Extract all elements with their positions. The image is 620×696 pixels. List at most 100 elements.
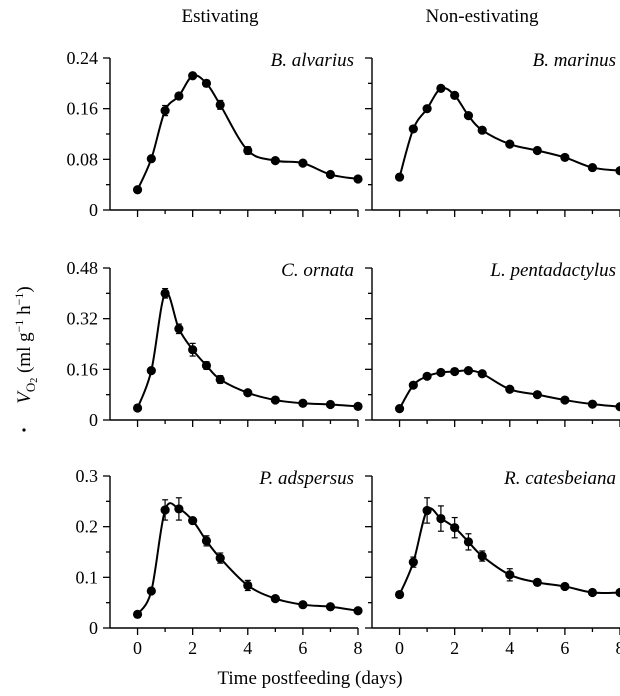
data-point-b-alvarius bbox=[132, 185, 143, 195]
data-point-c-ornata bbox=[298, 398, 308, 408]
data-point-b-alvarius bbox=[243, 145, 253, 156]
data-point-r-catesbeiana bbox=[560, 581, 570, 592]
data-point-b-alvarius bbox=[298, 158, 308, 168]
data-point-r-catesbeiana bbox=[463, 537, 474, 547]
data-point-l-pentadactylus bbox=[532, 390, 542, 400]
data-point-r-catesbeiana bbox=[450, 523, 460, 533]
y-tick-label: 0 bbox=[89, 200, 98, 220]
data-point-b-alvarius bbox=[160, 105, 170, 116]
data-point-r-catesbeiana bbox=[408, 557, 418, 567]
data-point-p-adspersus bbox=[201, 536, 212, 546]
data-point-b-marinus bbox=[422, 104, 432, 114]
data-point-c-ornata bbox=[325, 399, 336, 410]
data-point-p-adspersus bbox=[132, 609, 143, 619]
y-axis-label: VO2 (ml g−1 h−1) bbox=[12, 286, 40, 404]
y-tick-label: 0.24 bbox=[67, 48, 99, 68]
x-tick-label: 4 bbox=[243, 638, 252, 658]
data-point-c-ornata bbox=[201, 360, 212, 371]
data-point-r-catesbeiana bbox=[422, 505, 432, 516]
data-point-r-catesbeiana bbox=[615, 587, 620, 598]
y-tick-label: 0 bbox=[89, 618, 98, 638]
panel-title-r-catesbeiana: R. catesbeiana bbox=[503, 468, 616, 489]
data-point-p-adspersus bbox=[353, 606, 363, 616]
x-tick-label: 2 bbox=[188, 638, 197, 658]
vo2-dot-icon bbox=[22, 428, 26, 432]
y-tick-label: 0.2 bbox=[76, 517, 99, 537]
panel-title-l-pentadactylus: L. pentadactylus bbox=[489, 260, 616, 281]
x-tick-label: 2 bbox=[450, 638, 459, 658]
data-point-p-adspersus bbox=[270, 594, 280, 604]
y-tick-label: 0 bbox=[89, 410, 98, 430]
data-point-p-adspersus bbox=[243, 580, 253, 591]
panel-title-p-adspersus: P. adspersus bbox=[258, 468, 354, 489]
x-tick-label: 0 bbox=[395, 638, 404, 658]
panel-title-b-alvarius: B. alvarius bbox=[271, 50, 354, 71]
x-tick-label: 4 bbox=[505, 638, 514, 658]
data-point-l-pentadactylus bbox=[463, 366, 474, 376]
data-point-r-catesbeiana bbox=[394, 589, 405, 600]
data-point-b-marinus bbox=[587, 162, 598, 173]
data-point-r-catesbeiana bbox=[436, 513, 446, 524]
data-point-l-pentadactylus bbox=[408, 380, 418, 390]
data-point-b-alvarius bbox=[353, 174, 363, 184]
data-point-l-pentadactylus bbox=[560, 395, 570, 405]
data-point-b-marinus bbox=[394, 172, 405, 182]
data-point-c-ornata bbox=[188, 345, 198, 355]
series-line-r-catesbeiana bbox=[398, 507, 620, 595]
data-point-c-ornata bbox=[353, 401, 363, 411]
data-point-p-adspersus bbox=[325, 602, 336, 612]
data-point-b-alvarius bbox=[270, 156, 280, 166]
data-point-b-marinus bbox=[436, 83, 446, 93]
x-tick-label: 8 bbox=[616, 638, 620, 658]
y-tick-label: 0.16 bbox=[67, 99, 99, 119]
data-point-r-catesbeiana bbox=[477, 551, 487, 561]
data-point-c-ornata bbox=[215, 374, 225, 385]
y-tick-label: 0.08 bbox=[67, 149, 99, 169]
data-point-l-pentadactylus bbox=[422, 371, 432, 381]
data-point-p-adspersus bbox=[174, 504, 184, 514]
data-point-r-catesbeiana bbox=[532, 577, 542, 588]
data-point-c-ornata bbox=[174, 324, 184, 334]
data-point-l-pentadactylus bbox=[477, 369, 487, 379]
data-point-b-marinus bbox=[615, 166, 620, 176]
data-point-l-pentadactylus bbox=[436, 367, 446, 378]
data-point-b-alvarius bbox=[201, 78, 212, 88]
data-point-l-pentadactylus bbox=[505, 384, 515, 394]
data-point-b-marinus bbox=[450, 90, 460, 100]
y-tick-label: 0.48 bbox=[67, 258, 99, 278]
x-tick-label: 0 bbox=[133, 638, 142, 658]
y-tick-label: 0.1 bbox=[76, 567, 99, 587]
data-point-b-marinus bbox=[532, 145, 542, 156]
series-line-b-marinus bbox=[398, 86, 620, 178]
data-point-b-marinus bbox=[505, 139, 515, 149]
column-header-estivating: Estivating bbox=[181, 6, 259, 27]
y-tick-label: 0.16 bbox=[67, 359, 99, 379]
x-axis-label: Time postfeeding (days) bbox=[217, 668, 403, 689]
data-point-b-alvarius bbox=[215, 100, 225, 110]
data-point-c-ornata bbox=[132, 403, 143, 413]
data-point-b-marinus bbox=[477, 125, 487, 135]
data-point-p-adspersus bbox=[188, 515, 198, 526]
data-point-c-ornata bbox=[146, 366, 156, 376]
data-point-l-pentadactylus bbox=[450, 366, 460, 377]
data-point-r-catesbeiana bbox=[505, 570, 515, 580]
data-point-b-marinus bbox=[408, 124, 418, 134]
y-tick-label: 0.32 bbox=[67, 309, 99, 329]
data-point-p-adspersus bbox=[298, 600, 308, 610]
column-header-non-estivating: Non-estivating bbox=[425, 6, 539, 27]
data-point-l-pentadactylus bbox=[615, 402, 620, 412]
panel-title-c-ornata: C. ornata bbox=[281, 260, 354, 281]
x-tick-label: 6 bbox=[560, 638, 569, 658]
data-point-l-pentadactylus bbox=[587, 399, 598, 409]
series-line-b-alvarius bbox=[136, 74, 359, 191]
data-point-c-ornata bbox=[160, 288, 170, 298]
data-point-b-marinus bbox=[560, 152, 570, 163]
data-point-c-ornata bbox=[243, 388, 253, 398]
data-point-r-catesbeiana bbox=[587, 587, 598, 598]
data-point-b-alvarius bbox=[325, 169, 336, 180]
data-point-b-alvarius bbox=[174, 91, 184, 101]
x-tick-label: 6 bbox=[298, 638, 307, 658]
data-point-b-alvarius bbox=[146, 154, 156, 164]
series-line-p-adspersus bbox=[136, 502, 359, 615]
